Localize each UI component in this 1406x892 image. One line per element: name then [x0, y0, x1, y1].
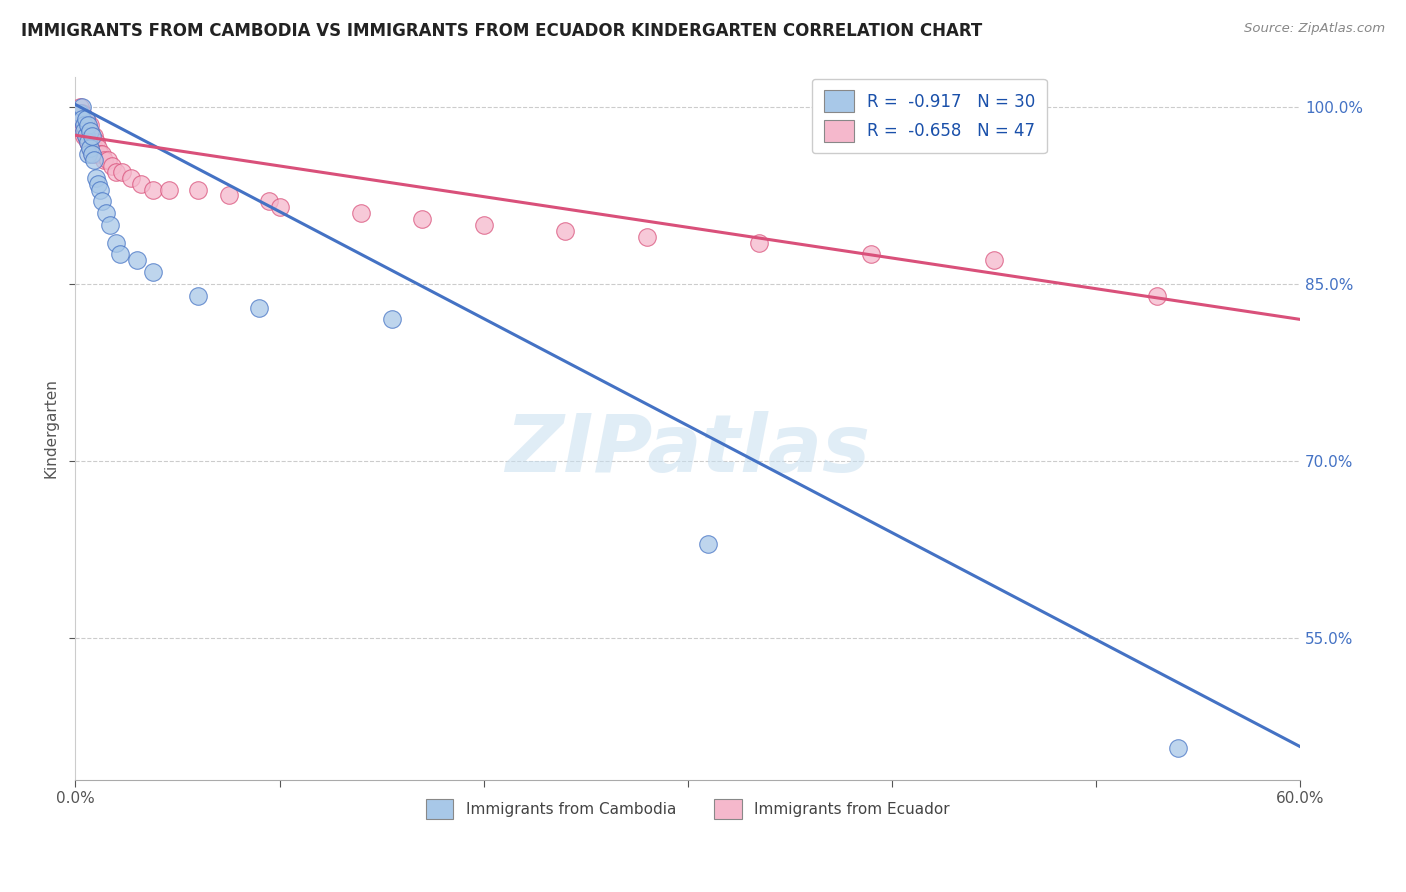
Point — [381, 312, 404, 326]
Point — [98, 218, 121, 232]
Point — [75, 129, 97, 144]
Point — [105, 165, 128, 179]
Point — [89, 147, 111, 161]
Point — [76, 129, 98, 144]
Point — [83, 141, 105, 155]
Point — [84, 170, 107, 185]
Point — [70, 100, 93, 114]
Point — [76, 136, 98, 150]
Point — [187, 289, 209, 303]
Point — [120, 170, 142, 185]
Point — [91, 194, 114, 209]
Point — [411, 212, 433, 227]
Point — [89, 183, 111, 197]
Legend: Immigrants from Cambodia, Immigrants from Ecuador: Immigrants from Cambodia, Immigrants fro… — [420, 793, 956, 824]
Point — [72, 123, 94, 137]
Point — [748, 235, 770, 250]
Point — [80, 129, 103, 144]
Point — [79, 123, 101, 137]
Point — [80, 136, 103, 150]
Point — [70, 118, 93, 132]
Point — [350, 206, 373, 220]
Point — [79, 141, 101, 155]
Point — [93, 153, 115, 167]
Point — [125, 253, 148, 268]
Point — [79, 118, 101, 132]
Point — [80, 147, 103, 161]
Point — [84, 147, 107, 161]
Point — [187, 183, 209, 197]
Point — [101, 159, 124, 173]
Point — [157, 183, 180, 197]
Point — [79, 141, 101, 155]
Point — [259, 194, 281, 209]
Point — [79, 129, 101, 144]
Point — [142, 183, 165, 197]
Point — [70, 112, 93, 126]
Point — [554, 224, 576, 238]
Text: IMMIGRANTS FROM CAMBODIA VS IMMIGRANTS FROM ECUADOR KINDERGARTEN CORRELATION CHA: IMMIGRANTS FROM CAMBODIA VS IMMIGRANTS F… — [21, 22, 983, 40]
Point — [636, 229, 658, 244]
Text: Source: ZipAtlas.com: Source: ZipAtlas.com — [1244, 22, 1385, 36]
Y-axis label: Kindergarten: Kindergarten — [44, 378, 58, 478]
Point — [111, 165, 134, 179]
Point — [69, 112, 91, 126]
Point — [129, 177, 152, 191]
Point — [472, 218, 495, 232]
Point — [983, 253, 1005, 268]
Point — [75, 112, 97, 126]
Point — [110, 247, 132, 261]
Point — [72, 129, 94, 144]
Text: ZIPatlas: ZIPatlas — [505, 410, 870, 489]
Point — [83, 129, 105, 144]
Point — [76, 118, 98, 132]
Point — [72, 118, 94, 132]
Point — [1146, 289, 1168, 303]
Point — [87, 141, 110, 155]
Point — [97, 153, 120, 167]
Point — [105, 235, 128, 250]
Point — [69, 100, 91, 114]
Point — [87, 177, 110, 191]
Point — [72, 118, 94, 132]
Point — [697, 536, 720, 550]
Point — [218, 188, 240, 202]
Point — [84, 136, 107, 150]
Point — [142, 265, 165, 279]
Point — [94, 206, 117, 220]
Point — [75, 118, 97, 132]
Point — [860, 247, 883, 261]
Point — [269, 200, 291, 214]
Point — [76, 136, 98, 150]
Point — [247, 301, 270, 315]
Point — [80, 147, 103, 161]
Point — [70, 106, 93, 120]
Point — [76, 118, 98, 132]
Point — [76, 147, 98, 161]
Point — [83, 153, 105, 167]
Point — [80, 129, 103, 144]
Point — [75, 129, 97, 144]
Point — [75, 112, 97, 126]
Point — [91, 147, 114, 161]
Point — [1167, 740, 1189, 755]
Point — [69, 106, 91, 120]
